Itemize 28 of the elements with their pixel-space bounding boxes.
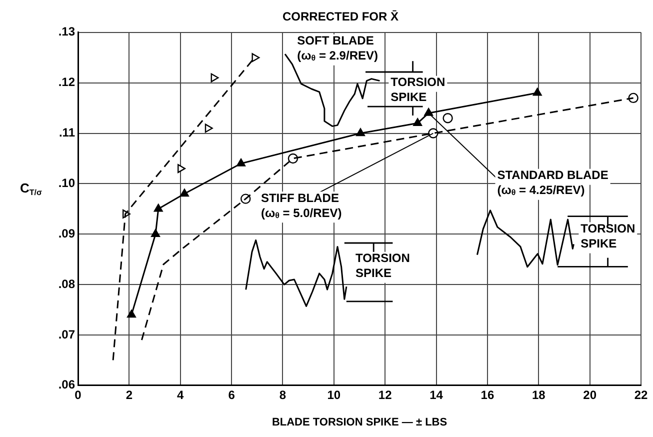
y-tick-label: .11 xyxy=(58,126,76,140)
y-tick-label: .09 xyxy=(58,226,76,240)
x-tick-label: 6 xyxy=(228,388,236,402)
x-tick-label: 18 xyxy=(532,388,546,402)
annotation: SOFT BLADE (ωθ = 2.9/REV) xyxy=(297,34,378,63)
x-tick-label: 16 xyxy=(480,388,494,402)
annotation: TORSION SPIKE xyxy=(390,75,446,104)
y-tick-label: .10 xyxy=(58,176,76,190)
annotation: STIFF BLADE (ωθ = 5.0/REV) xyxy=(260,190,342,220)
x-tick-label: 8 xyxy=(279,388,286,402)
y-tick-label: .06 xyxy=(58,378,76,392)
y-tick-label: .07 xyxy=(58,327,76,342)
x-tick-label: 2 xyxy=(126,388,133,402)
x-tick-label: 12 xyxy=(378,388,392,402)
x-tick-label: 20 xyxy=(583,388,597,402)
x-tick-label: 4 xyxy=(177,388,184,402)
x-axis-title: BLADE TORSION SPIKE — ± LBS xyxy=(272,416,448,428)
x-tick-label: 22 xyxy=(634,388,648,402)
y-tick-label: .12 xyxy=(58,75,76,90)
y-tick-label: .08 xyxy=(58,276,76,291)
annotation: STANDARD BLADE (ωθ = 4.25/REV) xyxy=(497,168,608,198)
annotation: TORSION SPIKE xyxy=(355,251,410,280)
x-tick-label: 0 xyxy=(74,388,82,402)
x-tick-label: 10 xyxy=(327,388,341,402)
chart-title: CORRECTED FOR X̄ xyxy=(282,10,399,24)
y-tick-label: .13 xyxy=(58,24,76,39)
x-tick-label: 14 xyxy=(430,388,444,402)
annotation: TORSION SPIKE xyxy=(580,222,636,251)
